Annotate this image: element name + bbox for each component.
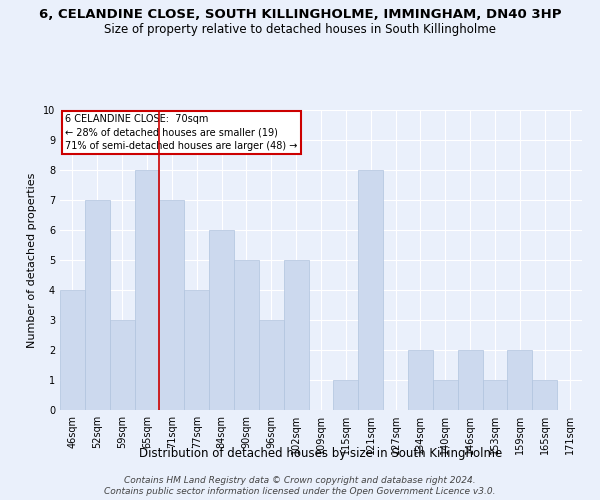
Text: 6 CELANDINE CLOSE:  70sqm
← 28% of detached houses are smaller (19)
71% of semi-: 6 CELANDINE CLOSE: 70sqm ← 28% of detach… [65,114,298,151]
Text: 6, CELANDINE CLOSE, SOUTH KILLINGHOLME, IMMINGHAM, DN40 3HP: 6, CELANDINE CLOSE, SOUTH KILLINGHOLME, … [39,8,561,20]
Bar [184,290,209,410]
Bar [334,380,358,410]
Text: Distribution of detached houses by size in South Killingholme: Distribution of detached houses by size … [139,448,503,460]
Bar [482,380,508,410]
Bar [508,350,532,410]
Bar [259,320,284,410]
Bar [60,290,85,410]
Bar [532,380,557,410]
Y-axis label: Number of detached properties: Number of detached properties [28,172,37,348]
Bar [358,170,383,410]
Bar [110,320,134,410]
Bar [458,350,482,410]
Text: Contains HM Land Registry data © Crown copyright and database right 2024.: Contains HM Land Registry data © Crown c… [124,476,476,485]
Bar [234,260,259,410]
Text: Size of property relative to detached houses in South Killingholme: Size of property relative to detached ho… [104,22,496,36]
Bar [284,260,308,410]
Bar [433,380,458,410]
Bar [134,170,160,410]
Text: Contains public sector information licensed under the Open Government Licence v3: Contains public sector information licen… [104,488,496,496]
Bar [209,230,234,410]
Bar [408,350,433,410]
Bar [160,200,184,410]
Bar [85,200,110,410]
